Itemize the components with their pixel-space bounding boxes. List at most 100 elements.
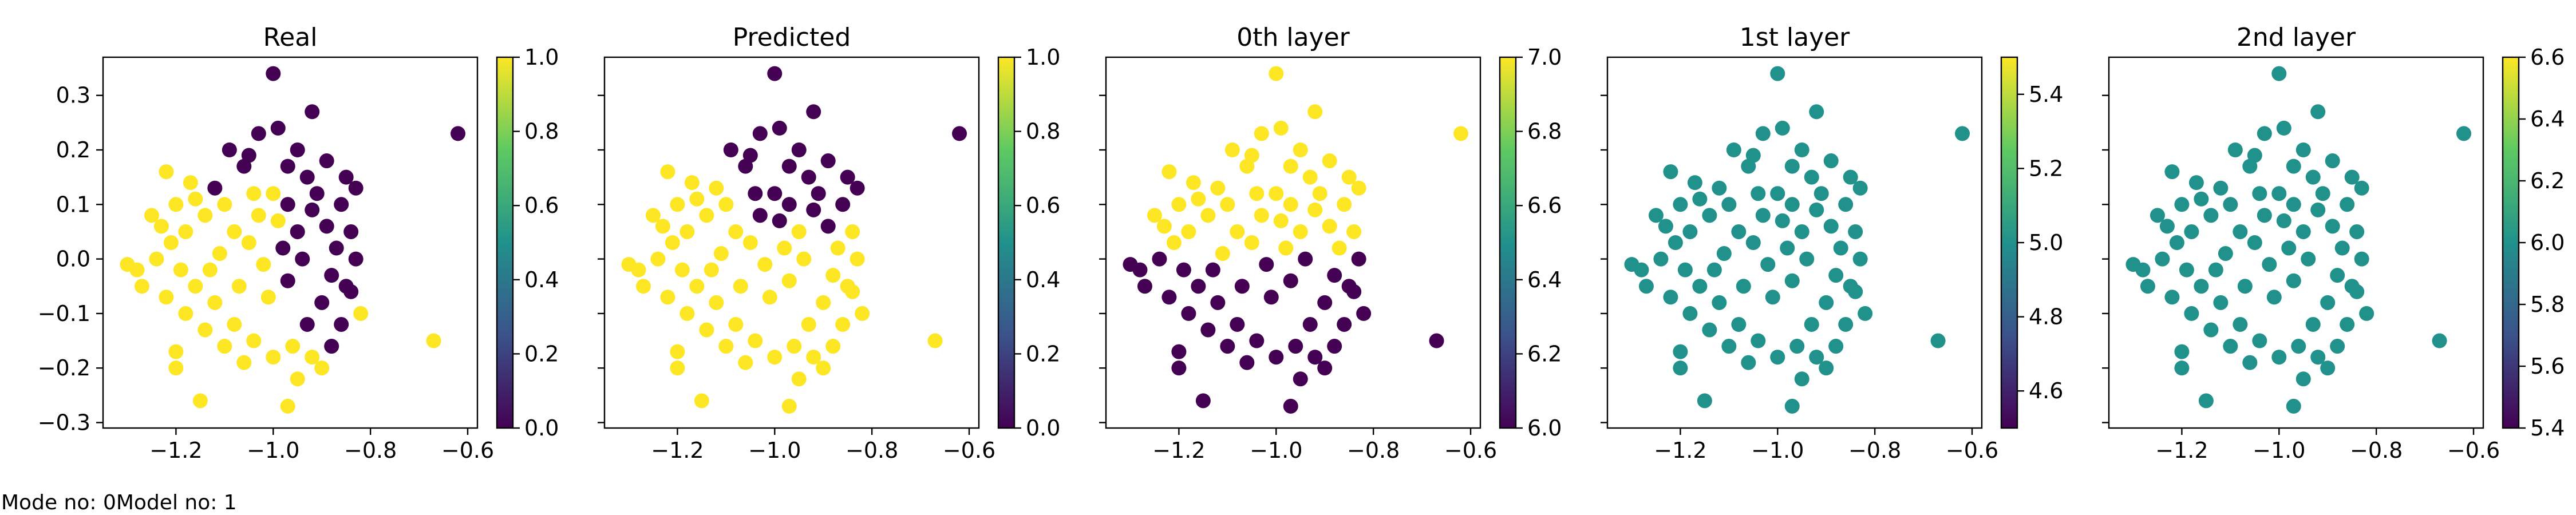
data-point (299, 169, 315, 185)
mode-number-text: Mode no: 0 (1, 491, 116, 514)
data-point (2227, 142, 2243, 157)
data-point (1751, 186, 1766, 201)
data-point (1239, 355, 1255, 370)
data-point (1760, 257, 1776, 272)
x-tick-label: −0.8 (1848, 438, 1901, 463)
data-point (1298, 251, 1313, 267)
data-point (2432, 333, 2447, 348)
data-point (733, 279, 748, 294)
data-point (1682, 224, 1698, 239)
x-tick-label: −1.2 (1654, 438, 1706, 463)
data-point (2330, 268, 2345, 283)
data-point (2266, 290, 2282, 305)
data-point (801, 169, 816, 185)
data-point (2257, 208, 2272, 223)
x-tick-label: −1.2 (149, 438, 202, 463)
data-point (1848, 224, 1863, 239)
data-point (2223, 197, 2238, 212)
data-point (207, 180, 223, 196)
data-point (1166, 235, 1182, 250)
data-point (1819, 295, 1834, 310)
data-point (1341, 169, 1357, 185)
data-point (343, 224, 359, 239)
data-point (1132, 262, 1148, 278)
data-point (1930, 333, 1946, 348)
data-point (748, 186, 763, 201)
data-point (231, 279, 247, 294)
data-point (2140, 279, 2155, 294)
data-point (159, 290, 174, 305)
data-point (1215, 246, 1230, 262)
data-point (660, 290, 675, 305)
data-point (2174, 344, 2190, 359)
data-point (1721, 339, 1737, 354)
data-point (728, 316, 744, 332)
data-point (1254, 126, 1269, 141)
data-point (1692, 279, 1708, 294)
axes-frame (1105, 56, 1481, 429)
data-point (1682, 306, 1698, 321)
data-point (825, 268, 841, 283)
data-point (2174, 197, 2190, 212)
data-point (236, 355, 252, 370)
data-point (660, 164, 675, 180)
data-point (825, 339, 841, 354)
data-point (295, 251, 310, 267)
data-point (1351, 180, 1366, 196)
data-point (207, 295, 223, 310)
data-point (1712, 295, 1727, 310)
data-point (631, 262, 646, 278)
footer-caption: Mode no: 0Model no: 1 (1, 491, 237, 514)
data-point (192, 393, 208, 409)
data-point (2208, 262, 2223, 278)
data-point (1814, 186, 1829, 201)
data-point (2301, 251, 2316, 267)
subplot: 0th layer −1.2 −1.0 −0.8 −0.6 6.0 6.2 6.4 6.6 6.8… (1099, 23, 1562, 463)
data-point (1833, 240, 1848, 256)
data-point (2296, 142, 2311, 157)
y-tick-label: −0.1 (38, 301, 90, 326)
data-point (2252, 186, 2267, 201)
chart-title: 0th layer (1236, 23, 1350, 52)
data-point (1302, 316, 1318, 332)
data-point (699, 208, 714, 223)
data-point (1429, 333, 1444, 348)
colorbar-tick-label: 0.4 (524, 267, 559, 292)
colorbar (997, 56, 1016, 429)
data-point (2325, 153, 2340, 169)
data-point (2213, 180, 2229, 196)
colorbar-tick-label: 5.4 (2029, 82, 2063, 107)
data-point (1843, 169, 1858, 185)
data-point (1692, 191, 1708, 207)
data-point (343, 284, 359, 299)
data-point (1775, 213, 1790, 228)
data-point (2305, 316, 2321, 332)
data-point (1712, 180, 1727, 196)
data-point (806, 104, 821, 120)
data-point (353, 306, 369, 321)
data-point (1765, 290, 1780, 305)
colorbar-tick-label: 5.4 (2530, 415, 2565, 441)
x-tick-label: −0.6 (943, 438, 995, 463)
data-point (305, 202, 320, 217)
data-point (251, 126, 266, 141)
data-point (2310, 202, 2326, 217)
data-point (1205, 262, 1220, 278)
data-point (665, 235, 680, 250)
data-point (2334, 240, 2350, 256)
subplot: 2nd layer −1.2 −1.0 −0.8 −0.6 5.4 5.6 5.8 6.0 6.2… (2102, 23, 2565, 463)
data-point (781, 273, 797, 288)
data-point (1755, 126, 1771, 141)
data-point (1706, 262, 1722, 278)
colorbar-tick-label: 4.8 (2029, 304, 2063, 330)
data-point (1269, 66, 1284, 81)
data-point (1181, 224, 1196, 239)
data-point (1677, 262, 1693, 278)
data-point (159, 164, 174, 180)
data-point (1346, 224, 1362, 239)
data-point (2184, 306, 2199, 321)
data-point (1852, 251, 1868, 267)
data-point (1176, 262, 1191, 278)
data-point (2169, 235, 2184, 250)
data-point (202, 262, 218, 278)
